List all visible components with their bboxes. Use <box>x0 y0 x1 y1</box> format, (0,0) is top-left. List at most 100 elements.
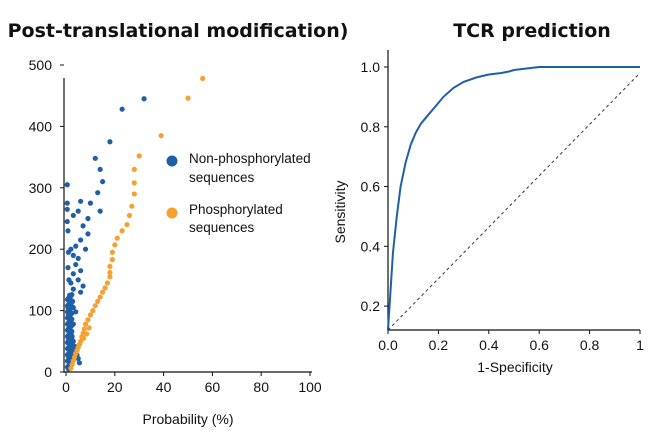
roc-chart-title: TCR prediction <box>453 20 611 42</box>
scatter-x-tick-label: 60 <box>205 379 221 395</box>
roc-curve <box>387 66 640 331</box>
scatter-point-non-phospho <box>97 208 103 214</box>
roc-x-tick-label: 0.4 <box>479 337 499 353</box>
scatter-point-phospho <box>131 180 137 186</box>
roc-diagonal-reference-line <box>387 72 641 331</box>
scatter-point-non-phospho <box>67 292 73 298</box>
scatter-point-non-phospho <box>87 200 93 206</box>
roc-y-tick-label: 1.0 <box>361 59 381 75</box>
scatter-point-non-phospho <box>70 321 76 327</box>
scatter-point-phospho <box>80 335 87 341</box>
scatter-point-phospho <box>109 257 115 263</box>
scatter-point-phospho <box>114 235 120 241</box>
scatter-point-non-phospho <box>70 212 76 219</box>
roc-y-tick-label: 0.4 <box>361 238 381 254</box>
scatter-point-non-phospho <box>141 96 147 102</box>
scatter-point-phospho <box>200 75 206 82</box>
scatter-point-phospho <box>104 280 111 286</box>
scatter-y-tick-label: 300 <box>29 180 53 196</box>
scatter-point-phospho <box>158 133 164 139</box>
scatter-point-non-phospho <box>66 320 72 326</box>
scatter-point-phospho <box>136 153 142 159</box>
scatter-point-non-phospho <box>75 277 81 283</box>
scatter-point-non-phospho <box>64 206 70 212</box>
scatter-point-non-phospho <box>64 200 70 206</box>
scatter-x-tick-label: 80 <box>253 379 269 395</box>
scatter-y-ticks: 0 100 200 300 400 500 <box>29 57 64 380</box>
roc-y-ticks: 0.2 0.4 0.6 0.8 1.0 <box>361 59 388 314</box>
scatter-point-non-phospho <box>65 228 71 234</box>
roc-y-tick-label: 0.8 <box>361 119 381 135</box>
scatter-point-non-phospho <box>73 309 79 315</box>
scatter-point-phospho <box>126 212 133 219</box>
scatter-point-non-phospho <box>64 218 70 225</box>
scatter-x-ticks: 0 20 40 60 80 100 <box>62 372 322 395</box>
scatter-point-phospho <box>92 303 98 309</box>
scatter-x-tick-label: 100 <box>298 379 322 395</box>
roc-y-tick-label: 0.2 <box>361 298 381 314</box>
roc-axes <box>387 50 640 331</box>
scatter-point-non-phospho <box>66 277 72 283</box>
scatter-y-tick-label: 0 <box>44 364 52 380</box>
scatter-point-phospho <box>87 312 93 318</box>
scatter-point-phospho <box>95 298 101 304</box>
scatter-x-tick-label: 40 <box>156 379 172 395</box>
scatter-point-phospho <box>112 242 118 248</box>
scatter-point-non-phospho <box>70 271 76 277</box>
scatter-y-tick-label: 400 <box>29 118 53 134</box>
scatter-point-non-phospho <box>70 286 76 292</box>
scatter-point-phospho <box>84 331 90 337</box>
scatter-point-non-phospho <box>95 190 101 196</box>
scatter-point-non-phospho <box>119 106 125 112</box>
scatter-points <box>64 75 206 372</box>
scatter-point-non-phospho <box>76 360 83 366</box>
scatter-point-phospho <box>100 289 106 295</box>
scatter-point-phospho <box>124 222 130 228</box>
roc-x-tick-label: 0.0 <box>378 337 398 353</box>
scatter-point-phospho <box>131 166 137 172</box>
scatter-point-non-phospho <box>65 344 72 351</box>
scatter-point-non-phospho <box>78 268 84 274</box>
scatter-point-non-phospho <box>65 354 72 360</box>
scatter-point-phospho <box>68 365 74 371</box>
scatter-point-non-phospho <box>75 208 81 214</box>
roc-x-tick-label: 0.8 <box>580 337 600 353</box>
scatter-point-non-phospho <box>69 298 76 304</box>
scatter-point-non-phospho <box>64 182 70 188</box>
scatter-point-non-phospho <box>65 304 71 311</box>
roc-y-tick-label: 0.6 <box>361 179 381 195</box>
scatter-chart: Post-translational modification) 0100200… <box>8 20 349 427</box>
roc-x-tick-label: 0.2 <box>429 337 449 353</box>
scatter-y-tick-label: 100 <box>29 303 53 319</box>
roc-lines <box>387 66 641 331</box>
scatter-point-non-phospho <box>100 179 106 185</box>
scatter-point-phospho <box>81 326 87 332</box>
scatter-point-non-phospho <box>85 231 91 237</box>
scatter-point-phospho <box>107 274 113 280</box>
scatter-point-non-phospho <box>78 237 84 243</box>
scatter-point-non-phospho <box>78 289 84 295</box>
roc-x-tick-label: 1 <box>636 337 644 353</box>
scatter-x-label: Probability (%) <box>142 411 233 427</box>
scatter-point-non-phospho <box>80 283 86 289</box>
scatter-x-tick-label: 0 <box>62 379 70 395</box>
scatter-y-tick-label: 500 <box>29 57 53 73</box>
scatter-point-phospho <box>119 228 125 234</box>
scatter-point-non-phospho <box>73 243 79 249</box>
scatter-point-non-phospho <box>70 252 76 258</box>
scatter-point-phospho <box>82 321 89 327</box>
scatter-point-phospho <box>107 263 113 269</box>
legend-label-non-phospho-line1: Non-phosphorylated <box>189 151 311 166</box>
scatter-point-non-phospho <box>70 304 76 311</box>
scatter-point-non-phospho <box>67 327 73 333</box>
legend-label-phospho-line2: sequences <box>189 220 255 235</box>
roc-y-label: Sensitivity <box>332 180 348 243</box>
roc-x-ticks: 0.0 0.2 0.4 0.6 0.8 1 <box>378 330 644 353</box>
scatter-point-non-phospho <box>68 311 74 317</box>
scatter-point-phospho <box>85 317 91 323</box>
scatter-point-non-phospho <box>80 223 86 229</box>
legend-label-non-phospho-line2: sequences <box>189 170 255 185</box>
scatter-point-phospho <box>109 249 115 255</box>
scatter-point-phospho <box>86 325 92 331</box>
